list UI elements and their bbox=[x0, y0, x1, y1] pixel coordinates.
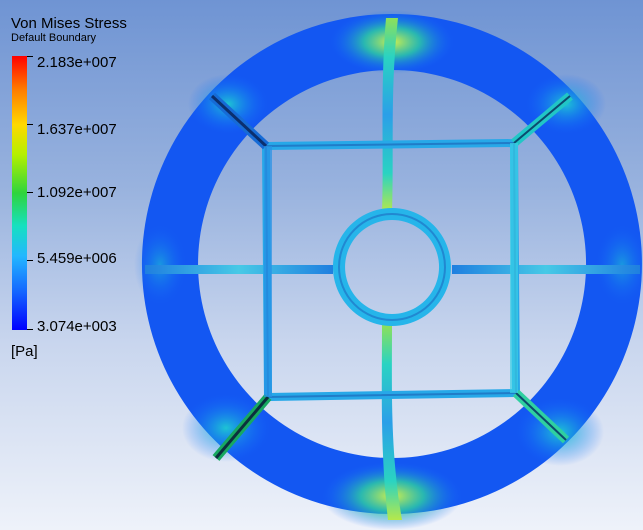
spoke-top bbox=[382, 18, 398, 212]
center-hub bbox=[332, 208, 451, 326]
legend-unit: [Pa] bbox=[11, 343, 38, 360]
legend-tick-3: 1.092e+007 bbox=[37, 184, 117, 201]
spoke-left bbox=[145, 265, 333, 274]
legend-tick-mark-4 bbox=[27, 260, 33, 261]
legend-tick-2: 1.637e+007 bbox=[37, 121, 117, 138]
center-hub-edge bbox=[338, 213, 446, 321]
legend-tick-mark-max bbox=[27, 56, 33, 57]
ring-hotspot-upper-left bbox=[188, 74, 268, 134]
legend-tick-4: 5.459e+006 bbox=[37, 250, 117, 267]
legend-title: Von Mises Stress bbox=[11, 15, 127, 32]
brace-lower-right-shadow bbox=[515, 392, 567, 441]
legend-subtitle: Default Boundary bbox=[11, 32, 96, 44]
brace-upper-right-shadow bbox=[513, 95, 571, 144]
legend-tick-max: 2.183e+007 bbox=[37, 54, 117, 71]
legend-tick-mark-min bbox=[27, 329, 33, 330]
ring-hotspot-lower-left bbox=[182, 394, 270, 462]
legend-tick-min: 3.074e+003 bbox=[37, 318, 117, 335]
stress-legend: Von Mises Stress Default Boundary 2.183e… bbox=[0, 0, 160, 360]
brace-upper-left-shadow bbox=[210, 94, 268, 148]
square-left-bar bbox=[264, 146, 272, 397]
spoke-bottom bbox=[381, 325, 402, 520]
legend-tick-mark-2 bbox=[27, 124, 33, 125]
legend-tick-mark-3 bbox=[27, 192, 33, 193]
spoke-right bbox=[452, 265, 640, 274]
brace-lower-left-shadow bbox=[214, 396, 270, 459]
legend-colorbar bbox=[12, 56, 27, 330]
square-right-bar bbox=[510, 143, 518, 393]
